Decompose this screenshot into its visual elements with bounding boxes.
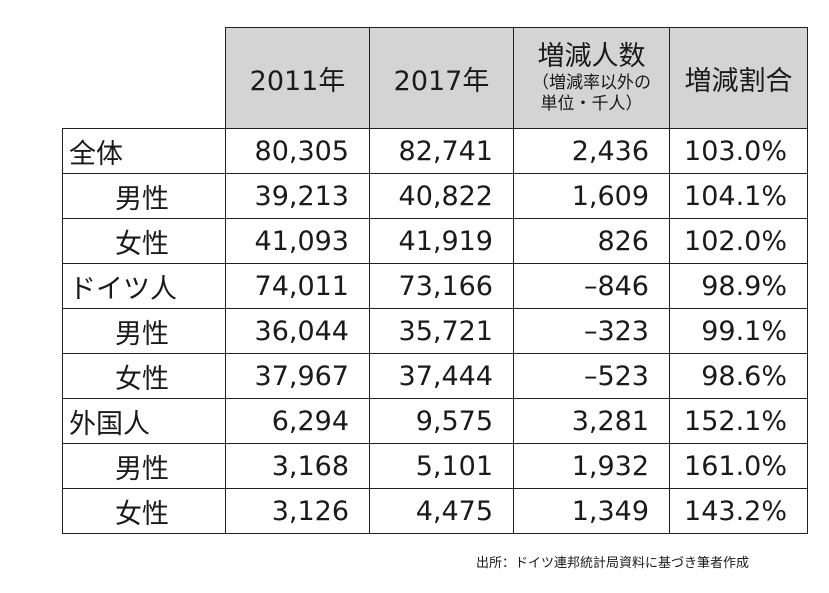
- table-row: 女性 37,967 37,444 –523 98.6%: [62, 353, 808, 399]
- row-label: 男性: [62, 173, 226, 219]
- cell-change: 826: [513, 218, 670, 264]
- cell-2011: 74,011: [225, 263, 370, 309]
- cell-2017: 9,575: [369, 398, 514, 444]
- table-row: 男性 39,213 40,822 1,609 104.1%: [62, 173, 808, 219]
- header-corner: [62, 27, 226, 129]
- cell-change: 3,281: [513, 398, 670, 444]
- table-row: ドイツ人 74,011 73,166 –846 98.9%: [62, 263, 808, 309]
- row-label: 外国人: [62, 398, 226, 444]
- table-row: 男性 36,044 35,721 –323 99.1%: [62, 308, 808, 354]
- cell-2017: 4,475: [369, 488, 514, 534]
- cell-2017: 73,166: [369, 263, 514, 309]
- row-label: 女性: [62, 488, 226, 534]
- cell-2017: 41,919: [369, 218, 514, 264]
- cell-change: 1,932: [513, 443, 670, 489]
- cell-rate: 143.2%: [669, 488, 808, 534]
- header-rate: 増減割合: [669, 27, 808, 129]
- cell-2011: 3,126: [225, 488, 370, 534]
- cell-change: –523: [513, 353, 670, 399]
- cell-2011: 6,294: [225, 398, 370, 444]
- cell-change: –846: [513, 263, 670, 309]
- header-row: 2011年 2017年 増減人数 （増減率以外の 単位・千人） 増減割合: [62, 27, 808, 129]
- cell-change: 1,349: [513, 488, 670, 534]
- cell-2017: 40,822: [369, 173, 514, 219]
- cell-rate: 161.0%: [669, 443, 808, 489]
- header-2017: 2017年: [369, 27, 514, 129]
- table-row: 外国人 6,294 9,575 3,281 152.1%: [62, 398, 808, 444]
- cell-2011: 37,967: [225, 353, 370, 399]
- cell-rate: 99.1%: [669, 308, 808, 354]
- header-2011: 2011年: [225, 27, 370, 129]
- cell-2017: 5,101: [369, 443, 514, 489]
- cell-2017: 82,741: [369, 128, 514, 174]
- cell-rate: 98.6%: [669, 353, 808, 399]
- cell-rate: 152.1%: [669, 398, 808, 444]
- cell-rate: 104.1%: [669, 173, 808, 219]
- cell-2011: 39,213: [225, 173, 370, 219]
- cell-rate: 98.9%: [669, 263, 808, 309]
- row-label: 女性: [62, 218, 226, 264]
- header-change-title: 増減人数: [537, 41, 646, 72]
- population-table: 2011年 2017年 増減人数 （増減率以外の 単位・千人） 増減割合 全体 …: [62, 27, 808, 534]
- table-row: 全体 80,305 82,741 2,436 103.0%: [62, 128, 808, 174]
- cell-2011: 80,305: [225, 128, 370, 174]
- cell-2011: 3,168: [225, 443, 370, 489]
- cell-rate: 103.0%: [669, 128, 808, 174]
- table-row: 女性 3,126 4,475 1,349 143.2%: [62, 488, 808, 534]
- cell-2017: 35,721: [369, 308, 514, 354]
- cell-2017: 37,444: [369, 353, 514, 399]
- row-label: 女性: [62, 353, 226, 399]
- table-row: 女性 41,093 41,919 826 102.0%: [62, 218, 808, 264]
- header-change-note-1: （増減率以外の: [532, 73, 651, 93]
- header-change: 増減人数 （増減率以外の 単位・千人）: [513, 27, 670, 129]
- row-label: 男性: [62, 308, 226, 354]
- cell-change: –323: [513, 308, 670, 354]
- header-change-note-2: 単位・千人）: [540, 94, 643, 114]
- cell-rate: 102.0%: [669, 218, 808, 264]
- cell-change: 1,609: [513, 173, 670, 219]
- table-row: 男性 3,168 5,101 1,932 161.0%: [62, 443, 808, 489]
- row-label: 全体: [62, 128, 226, 174]
- row-label: ドイツ人: [62, 263, 226, 309]
- cell-2011: 41,093: [225, 218, 370, 264]
- row-label: 男性: [62, 443, 226, 489]
- source-note: 出所：ドイツ連邦統計局資料に基づき筆者作成: [475, 556, 749, 571]
- cell-2011: 36,044: [225, 308, 370, 354]
- cell-change: 2,436: [513, 128, 670, 174]
